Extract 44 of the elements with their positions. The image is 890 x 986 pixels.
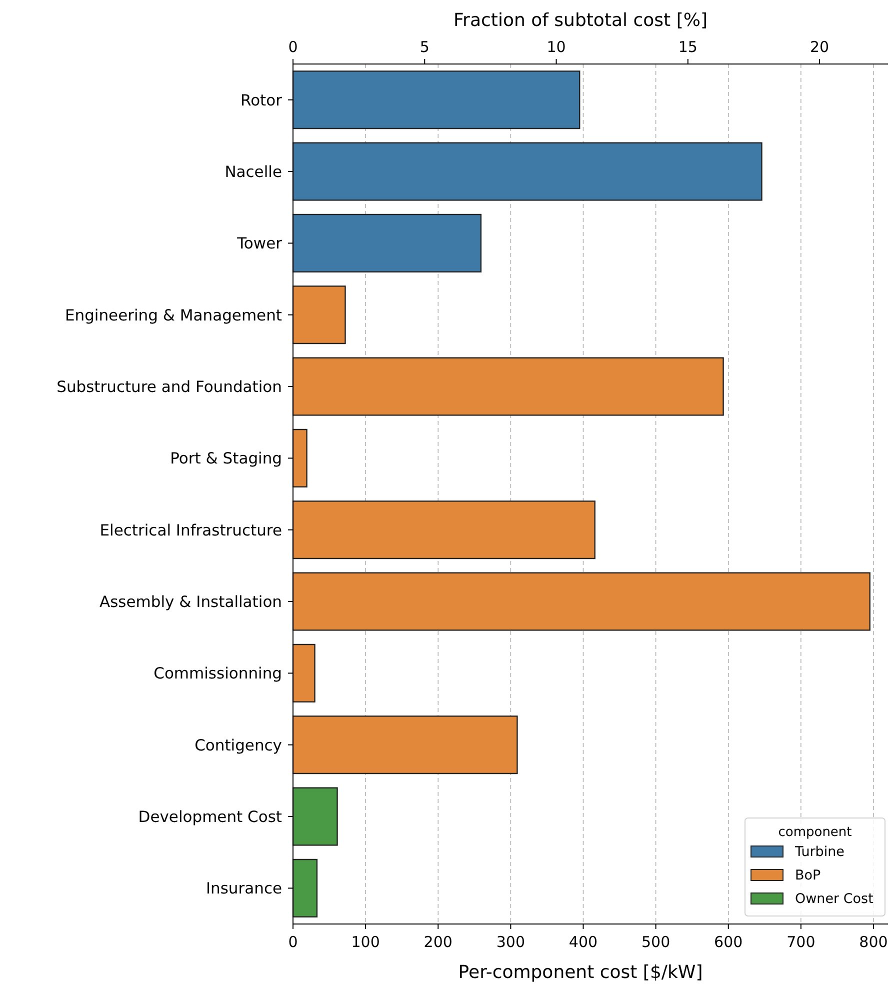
x-tick-label: 800 [859,933,888,951]
bar [292,716,518,774]
y-tick-label: Engineering & Management [64,306,282,324]
x2-tick-label: 15 [678,38,698,56]
y-tick-label: Assembly & Installation [100,592,282,611]
x-tick-label: 200 [424,933,452,951]
y-tick-label: Development Cost [138,808,282,826]
bar [292,214,482,272]
y-tick-label: Commissionning [154,664,282,683]
x2-tick-label: 20 [810,38,830,56]
x2-tick-label: 10 [546,38,566,56]
bar [292,286,346,344]
x-axis-title: Per-component cost [$/kW] [458,962,703,983]
bar [292,787,338,846]
y-tick-label: Insurance [206,880,282,898]
legend-label: Turbine [794,844,844,860]
x-tick-label: 100 [351,933,380,951]
y-tick-label: Port & Staging [170,450,282,468]
bar [292,70,580,130]
y-tick-label: Nacelle [224,162,282,181]
bar [292,500,596,560]
y-tick-label: Tower [236,234,283,253]
x-tick-label: 0 [288,933,298,951]
bar [292,858,318,918]
bar [292,142,762,201]
y-tick-label: Electrical Infrastructure [100,521,282,540]
y-tick-label: Rotor [240,91,283,110]
x-tick-label: 700 [786,933,816,951]
x2-tick-label: 0 [288,38,298,56]
legend-label: Owner Cost [795,891,874,907]
y-tick-label: Contigency [194,736,282,754]
x2-tick-label: 5 [420,38,430,56]
legend-title: component [778,825,852,840]
legend-label: BoP [795,868,821,884]
x-tick-label: 300 [496,933,526,951]
bar [292,428,308,488]
x-tick-label: 400 [568,933,598,951]
y-tick-label: Substructure and Foundation [56,378,282,396]
x-tick-label: 500 [641,933,670,951]
bar [292,572,870,631]
x2-axis-title: Fraction of subtotal cost [%] [454,10,708,31]
bar [292,357,724,416]
x-tick-label: 600 [714,933,743,951]
bar [292,644,316,702]
